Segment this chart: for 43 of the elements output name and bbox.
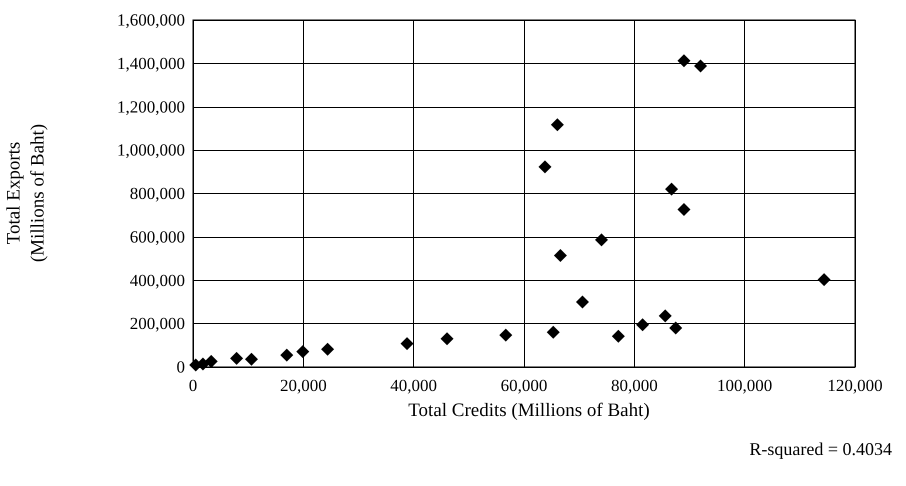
point [204,354,218,368]
y-tick-label: 1,200,000 [117,97,185,116]
point [230,352,244,365]
point [694,59,708,72]
point [400,337,414,350]
point [665,182,678,196]
y-tick-label: 400,000 [130,270,185,290]
x-axis-title: Total Credits (Millions of Baht) [408,400,650,421]
x-tick-label: 80,000 [610,376,658,395]
y-tick-label: 800,000 [130,184,185,203]
y-tick-label: 0 [176,358,185,376]
x-tick-label: 60,000 [500,376,548,395]
y-tick-label: 600,000 [130,227,185,246]
point [244,352,258,366]
y-axis-title: Total Exports (Millions of Baht) [4,124,48,262]
point [677,54,690,68]
point [280,348,294,362]
x-tick-label: 100,000 [717,376,772,395]
point [440,332,454,346]
y-tick-label: 1,400,000 [117,54,185,73]
point [658,309,672,322]
point [538,160,552,174]
x-tick-label: 0 [188,376,198,395]
point [669,321,682,334]
point [499,328,512,342]
point [296,345,310,358]
point [677,203,690,216]
x-tick-label: 40,000 [390,376,438,395]
point [576,295,589,308]
point [550,118,564,132]
point [554,249,567,262]
point [636,318,650,332]
point [818,273,831,286]
point [321,342,334,356]
y-tick-label: 1,000,000 [117,140,185,160]
point [612,330,625,343]
x-tick-label: 20,000 [280,376,327,395]
x-tick-label: 120,000 [827,376,883,395]
text: R-squared = 0.4034 [749,439,892,459]
point [595,233,608,246]
y-tick-label: 1,600,000 [117,10,185,30]
point [546,326,560,339]
y-tick-label: 200,000 [130,314,185,334]
